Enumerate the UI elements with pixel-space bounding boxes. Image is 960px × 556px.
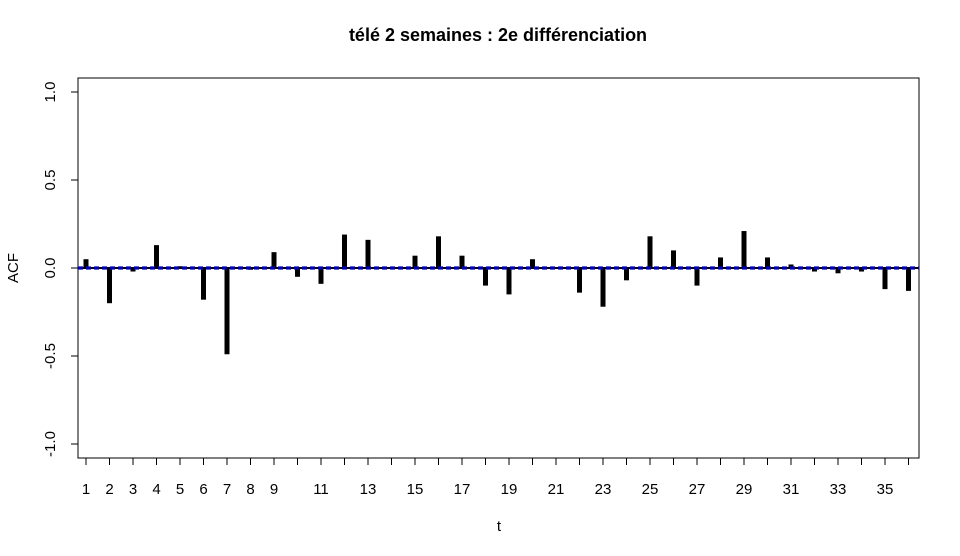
x-tick-label: 1 [82,481,90,498]
x-tick-label: 6 [199,481,207,498]
x-tick-label: 23 [595,481,612,498]
x-tick-label: 27 [689,481,706,498]
x-tick-label: 7 [223,481,231,498]
x-tick-label: 13 [360,481,377,498]
x-tick-label: 4 [152,481,160,498]
x-tick-label: 25 [642,481,659,498]
x-tick-label: 35 [877,481,894,498]
y-tick-label: -1.0 [42,431,59,457]
y-axis: -1.0 -0.5 0.0 0.5 1.0 [42,82,79,457]
x-tick-label: 19 [501,481,518,498]
x-tick-label: 33 [830,481,847,498]
reference-lines [78,266,919,270]
chart-title: télé 2 semaines : 2e différenciation [349,25,647,45]
y-tick-label: 0.5 [42,170,59,191]
y-axis-label: ACF [5,253,22,283]
x-axis-label: t [497,518,502,535]
y-tick-label: 0.0 [42,258,59,279]
x-tick-label: 3 [129,481,137,498]
x-tick-label: 11 [313,481,329,498]
x-tick-label: 5 [176,481,184,498]
y-tick-label: 1.0 [42,82,59,103]
x-tick-label: 29 [736,481,753,498]
x-axis: 1 2 3 4 5 6 7 8 9 11 13 15 17 19 21 23 25 27 29 31 33 35 [82,457,909,498]
x-tick-label: 31 [783,481,800,498]
y-tick-label: -0.5 [42,343,59,369]
x-tick-label: 8 [246,481,254,498]
acf-bars [83,231,911,355]
x-tick-label: 15 [407,481,424,498]
x-tick-label: 21 [548,481,565,498]
x-tick-label: 2 [105,481,113,498]
x-tick-label: 17 [454,481,471,498]
x-tick-label: 9 [270,481,278,498]
